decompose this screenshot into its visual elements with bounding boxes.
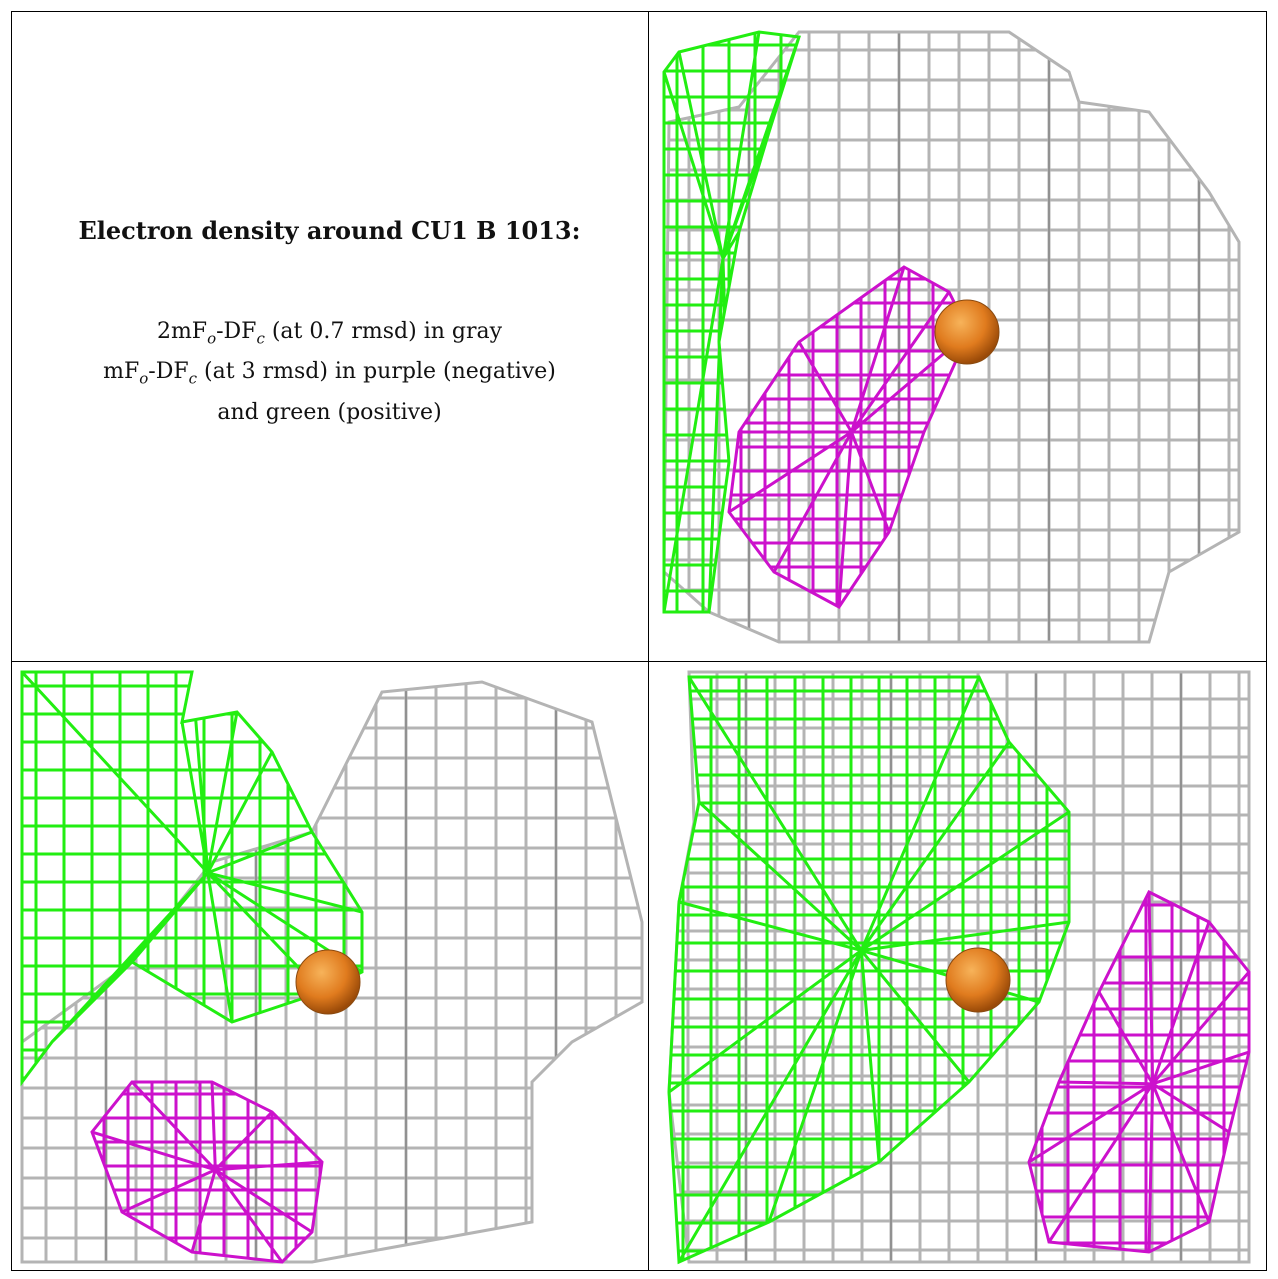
density-view-top-right-svg [662,30,1241,644]
copper-atom-sphere [945,947,1011,1013]
figure-frame: Electron density around CU1 B 1013: 2mFo… [11,11,1267,1271]
legend-fofc: mFo-DFc (at 3 rmsd) in purple (negative) [103,359,556,388]
copper-atom-sphere [295,949,361,1015]
gray-density-mesh [664,32,1239,642]
density-view-bottom-left [12,662,648,1270]
positive-density-outline [20,670,364,1087]
positive-density-grid-lines [669,677,1069,1262]
border-bottom [11,1270,1267,1271]
border-top [11,11,1267,12]
positive-density-mesh [669,677,1069,1262]
density-view-bottom-right-svg [667,670,1251,1265]
border-right [1266,11,1267,1271]
density-view-top-right [649,12,1266,661]
density-view-bottom-right [649,662,1266,1270]
gray-grid-lines [664,32,1239,642]
gray-grid-accent [745,672,1182,1262]
gray-grid-accent [748,32,1200,642]
gray-mesh-outline [20,680,644,1264]
copper-atom-sphere [934,299,1000,365]
caption-cell: Electron density around CU1 B 1013: 2mFo… [11,11,648,661]
gray-mesh-outline [662,30,1241,644]
legend-positive: and green (positive) [217,399,442,425]
caption-title: Electron density around CU1 B 1013: [78,216,581,245]
caption-legend: 2mFo-DFc (at 0.7 rmsd) in gray mFo-DFc (… [103,315,556,429]
negative-density-mesh [729,267,969,607]
border-center [648,11,649,1271]
border-middle [11,661,1267,662]
negative-density-grid-lines [729,267,969,607]
positive-density-outline [662,30,801,614]
positive-density-outline [667,675,1071,1265]
legend-2fofc: 2mFo-DFc (at 0.7 rmsd) in gray [156,319,503,348]
density-view-bottom-left-svg [20,670,644,1264]
negative-density-outline [90,1080,324,1264]
negative-density-outline [1027,889,1251,1254]
border-left [11,11,12,1271]
